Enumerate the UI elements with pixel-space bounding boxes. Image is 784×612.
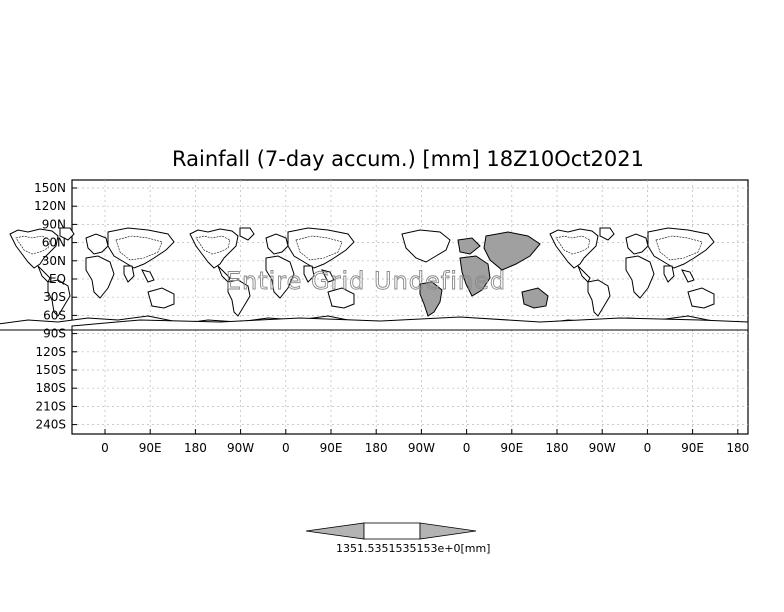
y-tick-label: 120S xyxy=(35,345,66,359)
colorbar-right-arrow xyxy=(419,522,477,540)
colorbar-left-arrow xyxy=(305,522,365,540)
colorbar-label: 1351.5351535153e+0[mm] xyxy=(336,542,490,555)
x-tick-label: 0 xyxy=(644,441,652,455)
x-tick-label: 0 xyxy=(282,441,290,455)
antarctica-outline xyxy=(71,316,749,331)
x-axis-ticks: 0 90E 180 90W 0 90E 180 90W 0 90E 180 90W 0 90E 180 xyxy=(101,429,749,455)
y-tick-label: 90S xyxy=(43,327,66,341)
x-tick-label: 0 xyxy=(101,441,109,455)
y-tick-label: 150S xyxy=(35,363,66,377)
x-tick-label: 180 xyxy=(365,441,388,455)
x-tick-label: 0 xyxy=(463,441,471,455)
y-tick-label: 210S xyxy=(35,399,66,413)
y-tick-label: 120N xyxy=(34,199,66,213)
x-tick-label: 180 xyxy=(726,441,749,455)
x-tick-label: 90W xyxy=(408,441,435,455)
colorbar: 1351.5351535153e+0[mm] xyxy=(305,522,490,555)
x-tick-label: 90E xyxy=(139,441,162,455)
x-tick-label: 90E xyxy=(500,441,523,455)
y-tick-label: 60S xyxy=(43,308,66,322)
chart-title: Rainfall (7-day accum.) [mm] 18Z10Oct202… xyxy=(172,147,644,171)
x-tick-label: 180 xyxy=(184,441,207,455)
x-tick-label: 180 xyxy=(546,441,569,455)
colorbar-center-box xyxy=(363,522,421,540)
y-tick-label: 150N xyxy=(34,181,66,195)
plot-frame xyxy=(71,179,749,435)
y-tick-label: 90N xyxy=(42,217,66,231)
y-tick-label: 240S xyxy=(35,418,66,432)
rainfall-shading xyxy=(401,229,549,317)
y-tick-label: 30N xyxy=(42,254,66,268)
x-tick-label: 90E xyxy=(681,441,704,455)
continent-outlines xyxy=(0,227,749,331)
x-tick-label: 90E xyxy=(320,441,343,455)
x-tick-label: 90W xyxy=(227,441,254,455)
undefined-grid-watermark: Entire Grid Undefined xyxy=(226,267,506,295)
x-tick-label: 90W xyxy=(589,441,616,455)
y-tick-label: EQ xyxy=(49,272,66,286)
y-axis-ticks: 150N 120N 90N 60N 30N EQ 30S 60S 90S 120S 150S 180S… xyxy=(34,181,77,432)
y-tick-label: 180S xyxy=(35,381,66,395)
y-tick-label: 30S xyxy=(43,290,66,304)
y-tick-label: 60N xyxy=(42,236,66,250)
